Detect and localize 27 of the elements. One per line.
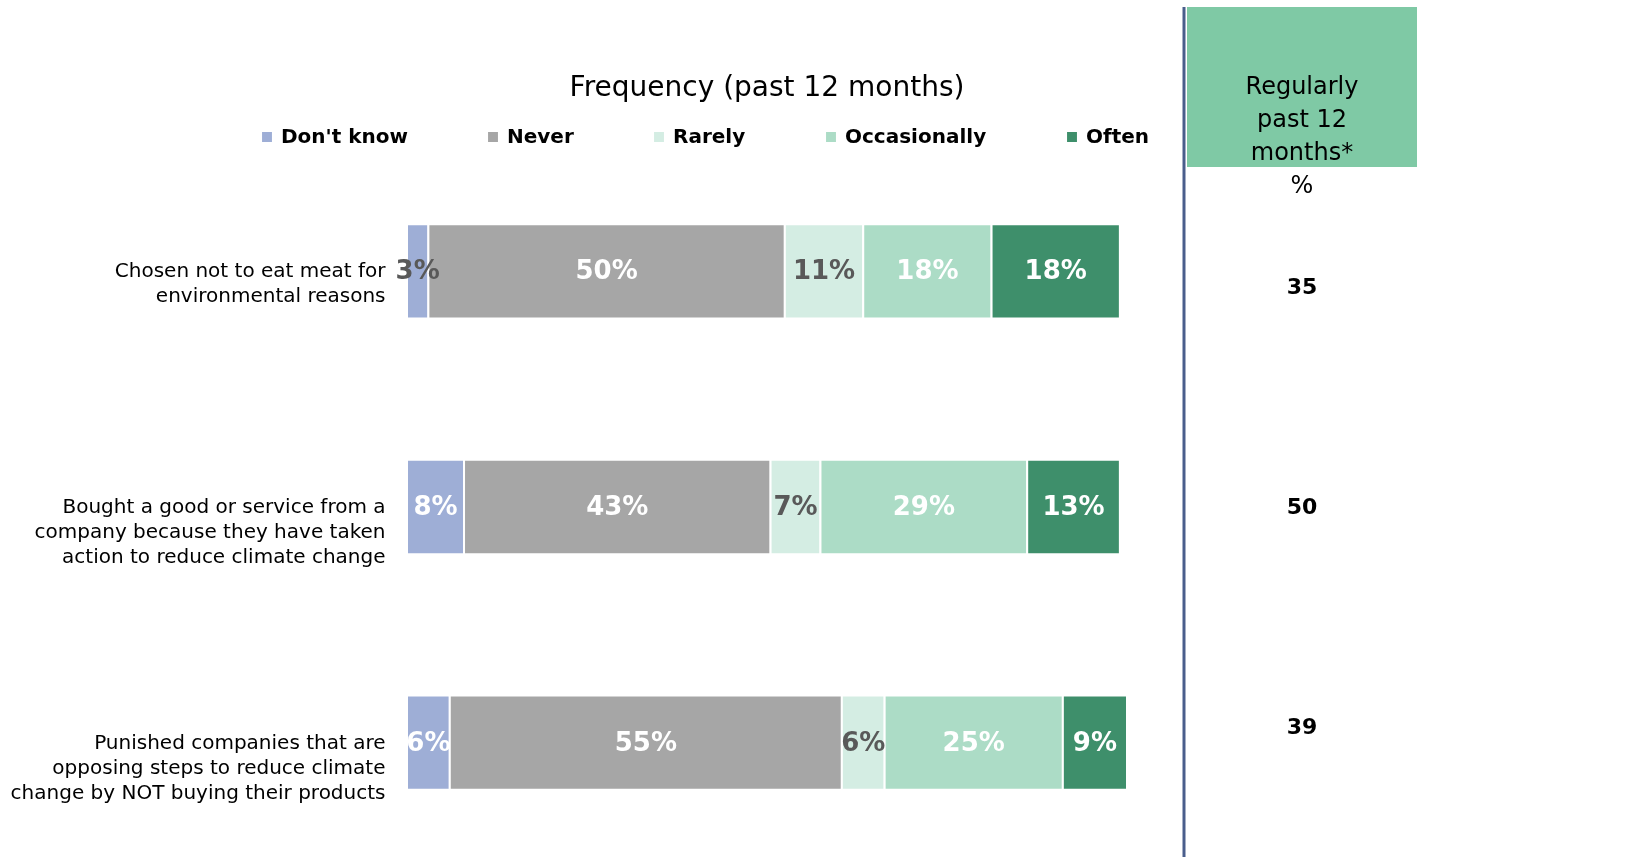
data-label: 55% [614, 726, 677, 757]
y-tick-label: Punished companies that are opposing steps to reduce climate change by NOT buying their products [10, 729, 386, 804]
text: 50 [1286, 494, 1318, 519]
data-label: 50% [575, 255, 638, 286]
data-label: 8% [413, 491, 458, 521]
data-label: 11% [792, 255, 856, 286]
legend-label: Rarely [673, 124, 746, 148]
text: 39 [1286, 714, 1318, 739]
data-label: 29% [892, 491, 955, 521]
legend-label: Never [507, 124, 574, 148]
text: Regularly past 12 months* % [1245, 72, 1359, 199]
data-label: 18% [1024, 255, 1087, 286]
data-label: 6% [841, 726, 886, 757]
legend-label: Don't know [281, 124, 408, 148]
data-label: 13% [1042, 491, 1105, 521]
data-label: 43% [586, 491, 649, 521]
data-label: 9% [1072, 726, 1117, 757]
chart-title: Frequency (past 12 months) [569, 70, 965, 103]
legend-label: Often [1086, 124, 1150, 148]
text: 35 [1286, 274, 1318, 299]
legend-label: Occasionally [845, 124, 987, 148]
data-label: 18% [896, 255, 959, 286]
data-label: 25% [942, 726, 1005, 757]
y-tick-label: Bought a good or service from a company because they have taken action to reduce climate change [34, 494, 386, 568]
data-label: 7% [773, 491, 818, 521]
y-tick-label: Chosen not to eat meat for environmental reasons [114, 258, 387, 308]
data-label: 6% [406, 726, 451, 757]
